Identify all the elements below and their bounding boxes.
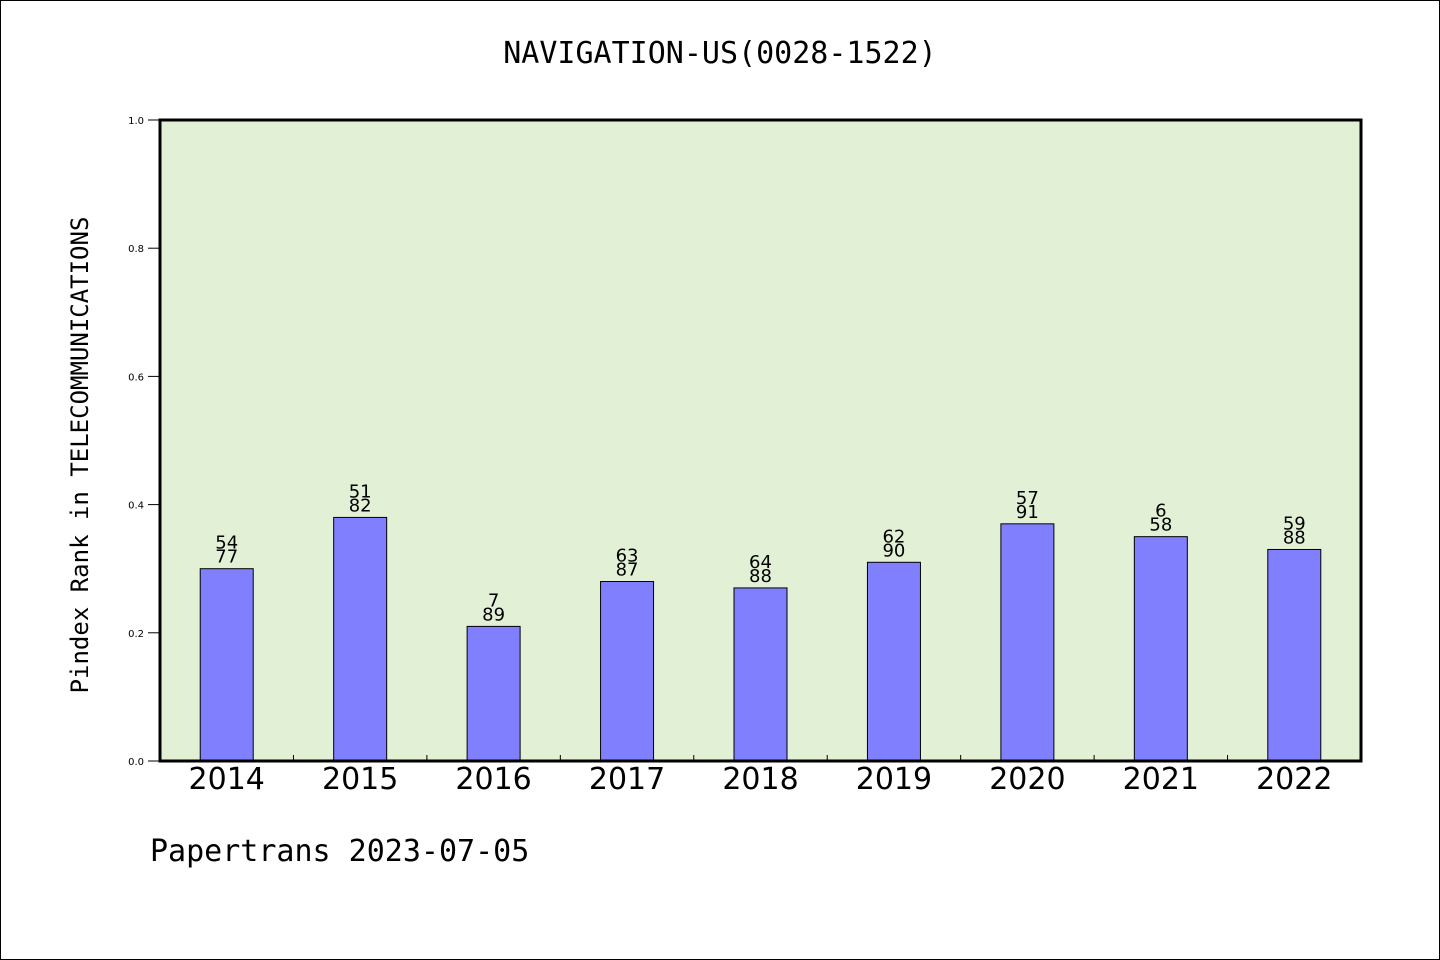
bar-2022 <box>1267 548 1322 762</box>
bar-2018 <box>733 587 788 762</box>
bar-label-bottom-2016: 89 <box>482 604 505 625</box>
bar-label-bottom-2014: 77 <box>215 547 238 568</box>
bar-2019 <box>866 561 921 762</box>
y-tick-label-0.6: 0.6 <box>128 372 144 383</box>
bar-label-top-2016: 7 <box>488 590 499 611</box>
y-tick-label-0.0: 0.0 <box>128 757 144 768</box>
x-tick-label-2017: 2017 <box>589 762 665 797</box>
bar-label-bottom-2020: 91 <box>1016 502 1039 523</box>
x-tick-label-2020: 2020 <box>989 762 1065 797</box>
chart-title: NAVIGATION-US(0028-1522) <box>503 36 937 71</box>
x-tick-label-2019: 2019 <box>856 762 932 797</box>
x-tick-label-2015: 2015 <box>322 762 398 797</box>
bar-label-top-2017: 63 <box>616 546 639 567</box>
x-axis: 2014 2015 2016 2017 2018 2019 2020 2021 2022 <box>189 755 1332 797</box>
bar-label-bottom-2015: 82 <box>349 495 372 516</box>
x-tick-label-2016: 2016 <box>455 762 531 797</box>
bar-label-top-2019: 62 <box>882 526 905 547</box>
bar-2021 <box>1133 536 1188 762</box>
bar-label-top-2022: 59 <box>1283 513 1306 534</box>
y-tick-label-0.8: 0.8 <box>128 244 144 255</box>
x-tick-label-2021: 2021 <box>1123 762 1199 797</box>
bar-label-top-2020: 57 <box>1016 488 1039 509</box>
bar-2017 <box>600 581 655 762</box>
x-tick-label-2014: 2014 <box>189 762 265 797</box>
bar-label-top-2015: 51 <box>349 481 372 502</box>
plot-border <box>158 118 1363 763</box>
y-tick-label-0.4: 0.4 <box>128 501 144 512</box>
bar-2015 <box>333 516 388 762</box>
bar-2020 <box>1000 523 1055 762</box>
y-tick-label-1.0: 1.0 <box>128 116 144 127</box>
bar-label-top-2018: 64 <box>749 552 772 573</box>
x-tick-label-2018: 2018 <box>722 762 798 797</box>
bar-label-top-2014: 54 <box>215 533 238 554</box>
y-axis: 0.0 0.2 0.4 0.6 0.8 1.0 <box>128 116 160 768</box>
bar-label-top-2021: 6 <box>1155 501 1166 522</box>
bar-label-bottom-2022: 88 <box>1283 527 1306 548</box>
footer-text: Papertrans 2023-07-05 <box>150 834 530 869</box>
x-tick-label-2022: 2022 <box>1256 762 1332 797</box>
bar-label-bottom-2017: 87 <box>616 560 639 581</box>
bars-group <box>199 516 1322 762</box>
bar-2014 <box>199 568 254 762</box>
bar-2016 <box>466 625 521 762</box>
y-tick-label-0.2: 0.2 <box>128 629 144 640</box>
bar-label-bottom-2021: 58 <box>1149 515 1172 536</box>
bar-label-bottom-2018: 88 <box>749 566 772 587</box>
bar-label-bottom-2019: 90 <box>882 540 905 561</box>
